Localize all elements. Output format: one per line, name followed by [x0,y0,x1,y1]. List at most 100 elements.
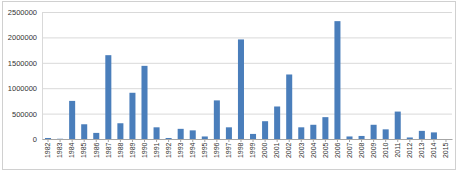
bar [93,133,99,139]
y-tick: 1000000 [8,84,42,93]
x-tick-mark [156,139,157,142]
x-tick-label: 2012 [406,142,413,158]
x-tick-label: 1984 [68,142,75,158]
x-tick: 2009 [370,139,377,158]
x-tick-label: 1994 [189,142,196,158]
x-tick-mark [337,139,338,142]
bar [214,100,220,139]
bar [105,55,111,139]
x-tick-mark [289,139,290,142]
x-tick: 1994 [189,139,196,158]
x-tick-mark [144,139,145,142]
x-tick-label: 2009 [370,142,377,158]
bar [395,112,401,139]
x-tick-mark [361,139,362,142]
x-tick: 2002 [285,139,292,158]
x-tick-mark [325,139,326,142]
x-tick-label: 2010 [382,142,389,158]
x-axis: 1982198319841985198619871988198919901991… [43,139,453,158]
x-tick: 1991 [153,139,160,158]
bar [322,117,328,139]
x-tick-mark [180,139,181,142]
x-tick-mark [265,139,266,142]
x-tick-label: 2006 [334,142,341,158]
x-tick-label: 1986 [93,142,100,158]
x-tick-label: 2008 [358,142,365,158]
x-tick: 1997 [225,139,232,158]
x-tick: 1993 [177,139,184,158]
y-tick-label: 1500000 [8,59,37,68]
x-tick-mark [445,139,446,142]
x-tick: 1999 [249,139,256,158]
x-tick: 2003 [298,139,305,158]
x-tick-label: 2005 [322,142,329,158]
x-tick: 2007 [346,139,353,158]
bar [334,21,340,139]
x-tick-mark [421,139,422,142]
chart: 0 500000 1000000 1500000 2000000 2500000 1982 1… [0,0,458,171]
x-tick-label: 1989 [129,142,136,158]
y-tick-label: 1000000 [8,84,37,93]
x-tick-mark [108,139,109,142]
x-tick: 2010 [382,139,389,158]
bar [262,121,268,139]
x-tick-label: 1998 [237,142,244,158]
x-tick-mark [84,139,85,142]
y-tick: 2000000 [8,33,42,42]
x-tick-label: 1995 [201,142,208,158]
bar [310,125,316,139]
x-tick-mark [433,139,434,142]
bar [431,132,437,139]
y-tick: 0 [33,135,42,144]
x-tick-label: 1996 [213,142,220,158]
x-tick-label: 1987 [105,142,112,158]
bar [81,124,87,139]
x-tick-label: 2011 [394,142,401,157]
bar [359,136,365,139]
x-tick-mark [192,139,193,142]
x-tick-label: 1992 [165,142,172,158]
grid-line [42,114,452,115]
x-tick-label: 2004 [310,142,317,158]
chart-frame [3,2,456,170]
x-tick: 2006 [334,139,341,158]
x-tick: 1987 [105,139,112,158]
x-tick-mark [60,139,61,142]
x-tick-mark [277,139,278,142]
y-axis: 0 500000 1000000 1500000 2000000 2500000 [8,8,43,144]
grid-line [42,12,452,13]
x-tick-label: 2015 [442,142,449,158]
x-tick-label: 1993 [177,142,184,158]
y-tick-label: 2000000 [8,33,37,42]
x-tick-label: 1985 [80,142,87,158]
x-tick: 2012 [406,139,413,158]
x-tick-mark [240,139,241,142]
x-tick-label: 1988 [117,142,124,158]
x-tick: 2000 [261,139,268,158]
x-tick-mark [168,139,169,142]
bar [407,137,413,139]
bar [419,131,425,139]
x-tick-label: 1982 [44,142,51,158]
x-tick-label: 1991 [153,142,160,158]
y-tick-label: 2500000 [8,8,37,17]
x-tick-mark [385,139,386,142]
x-tick-label: 2002 [285,142,292,158]
x-tick: 1985 [80,139,87,158]
bar [443,139,449,140]
y-tick-label: 500000 [12,110,37,119]
x-tick: 2005 [322,139,329,158]
x-tick: 1984 [68,139,75,158]
bar [238,39,244,139]
x-tick-mark [132,139,133,142]
plot: 0 500000 1000000 1500000 2000000 2500000 1982 1… [8,8,453,158]
bar [45,138,51,139]
bars [45,21,437,139]
x-tick: 2001 [273,139,280,158]
x-tick: 1989 [129,139,136,158]
x-tick: 1995 [201,139,208,158]
x-tick: 2008 [358,139,365,158]
x-tick: 2015 [442,139,449,158]
y-tick: 500000 [12,110,42,119]
x-tick-mark [313,139,314,142]
